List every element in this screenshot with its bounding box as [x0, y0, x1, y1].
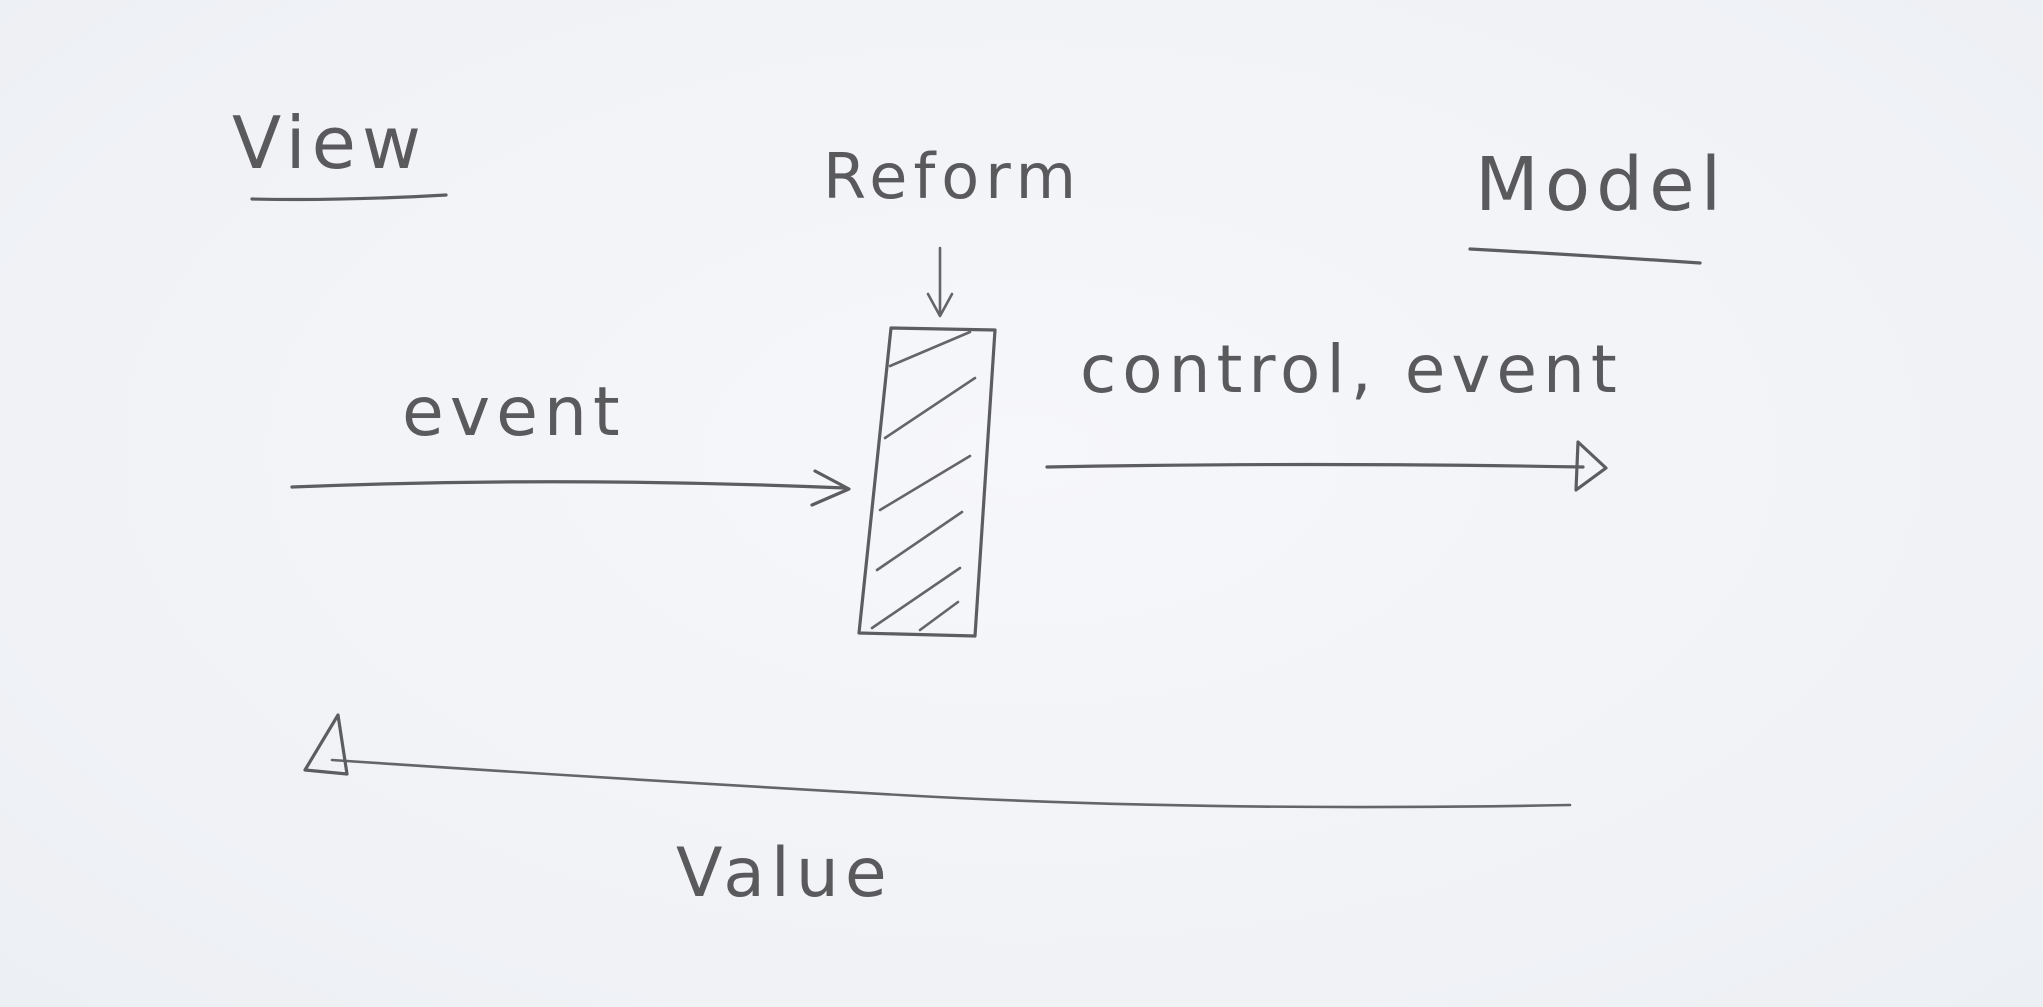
view-label: View — [232, 101, 427, 185]
reform-label: Reform — [823, 140, 1082, 213]
event-in-arrow — [290, 469, 851, 507]
reform-down-arrow — [926, 246, 954, 318]
model-underline — [1468, 247, 1702, 265]
value-return-arrow — [303, 713, 1572, 809]
view-underline — [250, 193, 448, 202]
event-out-arrow — [1045, 440, 1608, 492]
model-label: Model — [1475, 142, 1727, 228]
event-in-label: event — [402, 373, 626, 452]
value-label: Value — [676, 834, 893, 913]
event-out-label: control, event — [1080, 331, 1623, 408]
reform-box — [857, 326, 997, 638]
